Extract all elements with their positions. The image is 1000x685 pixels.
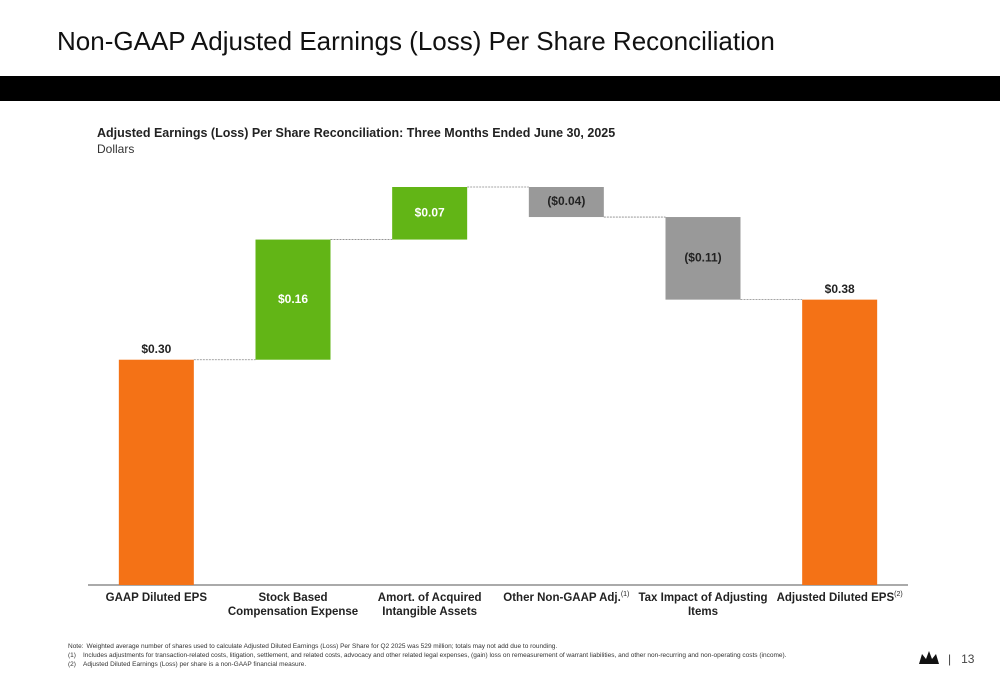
bar	[802, 299, 878, 585]
value-label: ($0.04)	[547, 194, 585, 208]
bar	[392, 187, 468, 240]
footnote-key: Note:	[68, 643, 84, 650]
footnote: Note: Weighted average number of shares u…	[68, 642, 928, 651]
header-band	[0, 76, 1000, 101]
page-number: | 13	[948, 652, 975, 666]
x-tick-label: Other Non-GAAP Adj.(1)	[495, 591, 637, 605]
x-tick-label: GAAP Diluted EPS	[85, 591, 227, 605]
x-tick-label-text: Amort. of Acquired Intangible Assets	[377, 592, 482, 618]
bar	[255, 239, 331, 360]
x-tick-label: Amort. of Acquired Intangible Assets	[359, 591, 501, 619]
x-tick-label-text: Tax Impact of Adjusting Items	[638, 592, 768, 618]
footnote-key: (2)	[68, 661, 76, 668]
x-tick-label-text: Adjusted Diluted EPS	[776, 592, 895, 604]
footnotes: Note: Weighted average number of shares u…	[68, 642, 928, 669]
value-label: $0.16	[278, 292, 308, 306]
footnote-text: Includes adjustments for transaction-rel…	[83, 652, 787, 659]
bar	[665, 217, 741, 300]
x-tick-label: Adjusted Diluted EPS(2)	[769, 591, 911, 605]
footnote: (2) Adjusted Diluted Earnings (Loss) per …	[68, 660, 928, 669]
value-label: ($0.11)	[684, 251, 721, 265]
value-label: $0.07	[415, 205, 445, 219]
bar	[118, 359, 194, 585]
chart-subtitle: Dollars	[97, 142, 135, 156]
footnote-key: (1)	[68, 652, 76, 659]
x-tick-label-note: (1)	[620, 591, 630, 598]
footnote-text: Weighted average number of shares used t…	[86, 643, 558, 650]
footnote-text: Adjusted Diluted Earnings (Loss) per sha…	[83, 661, 307, 668]
x-tick-label: Stock Based Compensation Expense	[222, 591, 364, 619]
x-tick-label-note: (2)	[894, 591, 903, 598]
x-tick-label: Tax Impact of Adjusting Items	[632, 591, 774, 619]
slide-title: Non-GAAP Adjusted Earnings (Loss) Per Sh…	[57, 26, 775, 56]
value-label: $0.38	[825, 282, 855, 296]
x-tick-label-text: GAAP Diluted EPS	[105, 592, 208, 604]
chart-title: Adjusted Earnings (Loss) Per Share Recon…	[97, 126, 616, 140]
footnote: (1) Includes adjustments for transaction-…	[68, 651, 928, 660]
value-label: $0.30	[141, 342, 171, 356]
x-tick-label-text: Other Non-GAAP Adj.	[503, 592, 621, 604]
page-number-text: 13	[961, 652, 975, 666]
logo	[919, 651, 939, 664]
x-tick-label-text: Stock Based Compensation Expense	[227, 592, 359, 618]
bar	[528, 187, 604, 218]
